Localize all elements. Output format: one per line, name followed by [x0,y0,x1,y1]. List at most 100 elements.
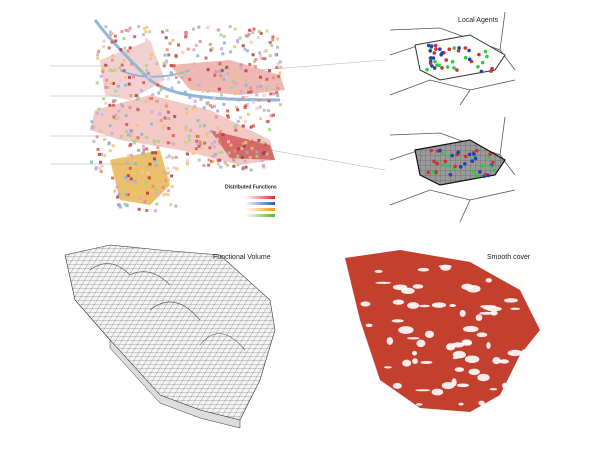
legend-title: Distributed Functions [225,184,277,190]
cover-opening [386,337,394,345]
agent [426,43,431,48]
map-cell [202,106,206,110]
map-cell [189,128,193,132]
map-cell [244,120,248,124]
agent [446,164,450,168]
map-cell [243,47,247,51]
agent [432,159,436,164]
map-cell [276,86,280,90]
agent [475,174,480,178]
map-cell [100,164,104,168]
agent [428,61,433,66]
map-cell [163,116,167,120]
panel-title: Smooth cover [487,254,531,261]
map-cell [140,132,144,136]
legend-bar [245,202,275,205]
cover-opening [415,389,431,392]
map-cell [92,140,96,144]
map-cell [185,152,189,156]
map-cell [194,44,198,48]
map-cell [159,85,163,89]
map-cell [146,72,150,76]
map-cell [197,83,201,87]
zone [110,150,170,205]
map-cell [124,129,128,133]
map-cell [192,48,196,52]
cover-opening [489,388,498,391]
agent [450,153,454,158]
map-cell [167,154,171,158]
agent [450,59,455,64]
map-cell [158,112,162,116]
map-cell [162,61,166,65]
map-cell [185,111,189,115]
cover-opening [412,284,424,289]
map-cell [140,170,144,174]
map-cell [219,93,223,97]
map-cell [278,103,282,107]
map-cell [154,151,158,155]
map-cell [166,167,170,171]
map-cell [122,37,126,41]
map-cell [244,141,248,145]
map-cell [114,113,118,117]
map-cell [108,149,112,153]
map-cell [197,134,201,138]
map-cell [279,65,283,69]
map-cell [159,88,163,92]
map-cell [108,30,112,34]
map-cell [226,114,230,118]
map-cell [212,104,216,108]
map-cell [267,69,271,73]
map-cell [100,152,104,156]
map-cell [238,36,242,40]
cover-opening [441,382,455,390]
map-cell [188,96,192,100]
cover-opening [519,360,529,363]
map-cell [155,202,159,206]
cover-opening [466,285,481,293]
map-cell [243,159,247,163]
map-cell [222,102,226,106]
map-cell [108,124,112,128]
map-cell [111,103,115,107]
map-cell [154,191,158,195]
cover-opening [492,357,501,365]
map-cell [126,49,130,53]
map-cell [206,68,210,72]
map-cell [114,68,118,72]
map-cell [199,146,203,150]
map-cell [177,43,181,47]
map-cell [251,53,255,57]
map-cell [265,152,269,156]
map-cell [221,52,225,56]
map-cell [177,80,181,84]
map-cell [157,91,161,95]
map-cell [128,26,132,30]
map-cell [227,151,231,155]
map-cell [205,101,209,105]
map-cell [133,35,137,39]
map-cell [270,44,274,48]
map-cell [136,108,140,112]
map-cell [155,188,159,192]
map-cell [97,152,101,156]
agent [434,169,438,174]
map-cell [165,48,169,52]
map-cell [112,65,116,69]
map-cell [244,69,248,73]
map-cell [138,196,142,200]
map-cell [175,167,179,171]
map-cell [184,31,188,35]
cover-opening [407,337,420,340]
agent [431,56,436,60]
map-cell [94,167,98,171]
map-cell [247,32,251,36]
map-cell [170,185,174,189]
agent [435,161,440,166]
map-cell [161,193,165,197]
map-cell [244,104,248,108]
map-cell [137,25,141,29]
map-cell [252,100,256,104]
map-cell [159,119,163,123]
